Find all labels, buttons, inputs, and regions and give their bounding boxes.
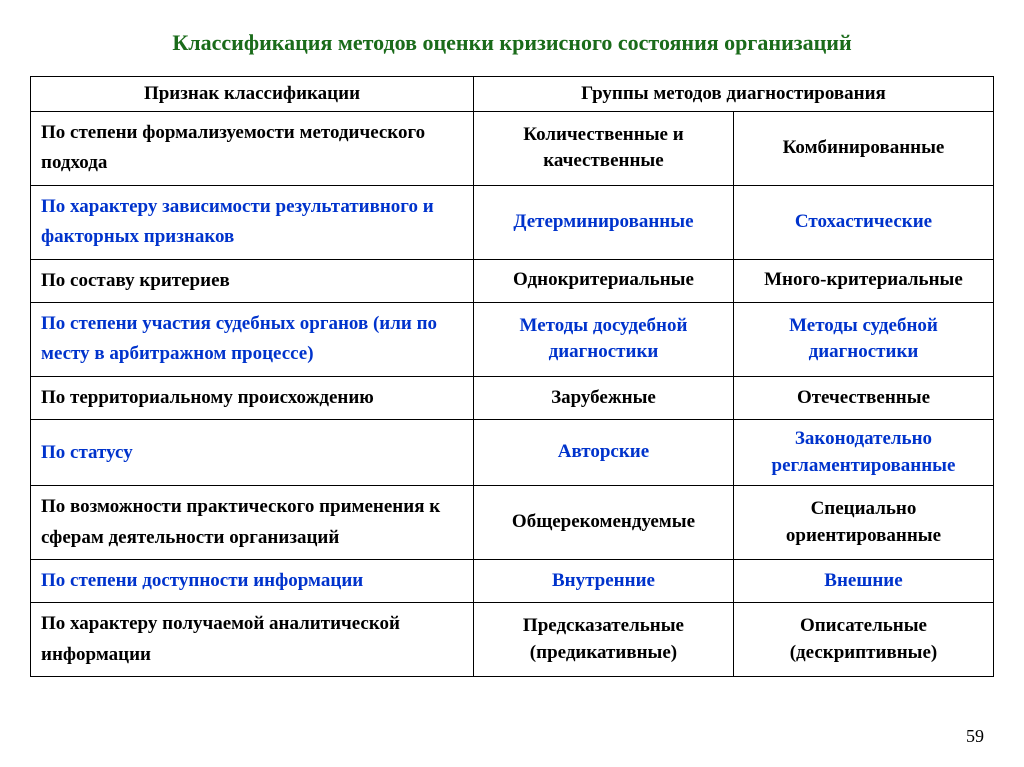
criteria-cell: По возможности практического применения … [31,486,474,560]
group-cell-2: Комбинированные [733,112,993,186]
table-row: По характеру зависимости результативного… [31,185,994,259]
header-groups: Группы методов диагностирования [473,77,993,112]
table-row: По составу критериевОднокритериальныеМно… [31,259,994,302]
table-row: По степени участия судебных органов (или… [31,302,994,376]
table-row: По степени формализуемости методического… [31,112,994,186]
group-cell-1: Однокритериальные [473,259,733,302]
criteria-cell: По степени участия судебных органов (или… [31,302,474,376]
table-row: По статусуАвторскиеЗаконодательно реглам… [31,420,994,486]
page-title: Классификация методов оценки кризисного … [30,30,994,56]
table-row: По характеру получаемой аналитической ин… [31,603,994,677]
group-cell-1: Методы досудебной диагностики [473,302,733,376]
group-cell-2: Отечественные [733,376,993,419]
group-cell-2: Методы судебной диагностики [733,302,993,376]
header-criteria: Признак классификации [31,77,474,112]
group-cell-2: Специально ориентированные [733,486,993,560]
group-cell-2: Описательные (дескриптивные) [733,603,993,677]
criteria-cell: По статусу [31,420,474,486]
criteria-cell: По составу критериев [31,259,474,302]
classification-table: Признак классификации Группы методов диа… [30,76,994,677]
criteria-cell: По степени доступности информации [31,560,474,603]
criteria-cell: По степени формализуемости методического… [31,112,474,186]
criteria-cell: По характеру получаемой аналитической ин… [31,603,474,677]
group-cell-1: Внутренние [473,560,733,603]
group-cell-1: Зарубежные [473,376,733,419]
group-cell-2: Внешние [733,560,993,603]
group-cell-1: Предсказательные (предикативные) [473,603,733,677]
group-cell-1: Общерекомендуемые [473,486,733,560]
group-cell-2: Много-критериальные [733,259,993,302]
table-header-row: Признак классификации Группы методов диа… [31,77,994,112]
table-row: По территориальному происхождениюЗарубеж… [31,376,994,419]
group-cell-1: Детерминированные [473,185,733,259]
table-row: По степени доступности информацииВнутрен… [31,560,994,603]
group-cell-2: Законодательно регламентированные [733,420,993,486]
group-cell-1: Количественные и качественные [473,112,733,186]
group-cell-2: Стохастические [733,185,993,259]
table-row: По возможности практического применения … [31,486,994,560]
criteria-cell: По характеру зависимости результативного… [31,185,474,259]
criteria-cell: По территориальному происхождению [31,376,474,419]
group-cell-1: Авторские [473,420,733,486]
page-number: 59 [966,726,984,747]
